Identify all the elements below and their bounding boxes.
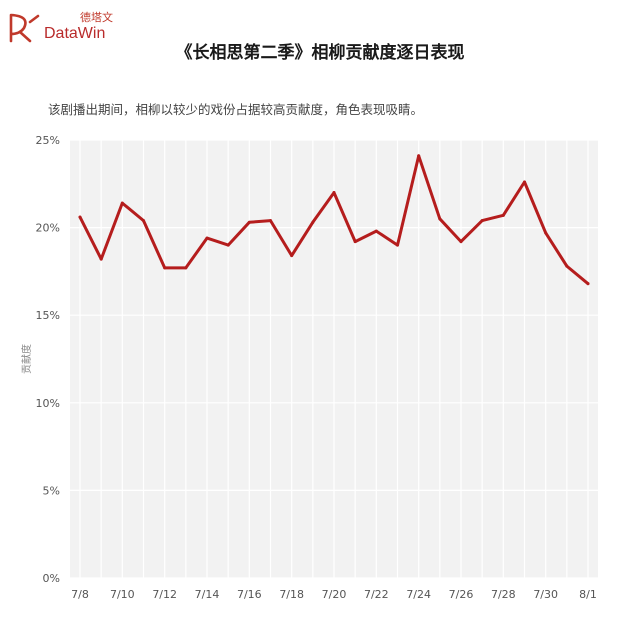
data-point [99,257,103,261]
y-tick-label: 20% [36,222,60,235]
data-point [184,266,188,270]
data-point [226,243,230,247]
grid-lines [70,139,598,579]
data-point [459,240,463,244]
data-point [78,215,82,219]
data-point [120,201,124,205]
logo-cn-text: 德塔文 [80,11,113,24]
y-axis-ticks: 0% 5% 10% 15% 20% 25% [36,134,60,585]
y-tick-label: 5% [43,484,60,497]
x-tick-label: 7/10 [110,588,135,601]
x-axis-ticks: 7/8 7/10 7/12 7/14 7/16 7/18 7/20 7/22 7/24 7/26 7… [71,588,597,601]
data-point [565,264,569,268]
x-tick-label: 7/12 [152,588,177,601]
logo-en-text: DataWin [44,25,106,42]
data-point [269,219,272,223]
data-point [353,240,357,244]
y-axis-title: 贡献度 [20,344,33,374]
x-tick-label: 7/20 [322,588,347,601]
data-point [438,217,442,221]
data-point [142,219,145,223]
x-tick-label: 7/22 [364,588,389,601]
chart-subtitle: 该剧播出期间，相柳以较少的戏份占据较高贡献度，角色表现吸睛。 [48,102,424,117]
y-tick-label: 0% [43,572,60,585]
datawin-logo: 德塔文 DataWin [8,8,120,48]
page-title: 《长相思第二季》相柳贡献度逐日表现 [175,43,465,63]
data-point [205,236,209,240]
data-point [396,243,399,247]
x-tick-label: 7/26 [449,588,474,601]
series-points [78,154,590,286]
data-point [523,180,526,184]
data-point [163,266,167,270]
data-point [417,154,421,158]
x-tick-label: 7/18 [279,588,304,601]
data-point [586,282,590,286]
y-tick-label: 10% [36,397,60,410]
x-tick-label: 7/24 [406,588,431,601]
y-tick-label: 15% [36,309,60,322]
x-tick-label: 7/14 [195,588,220,601]
x-tick-label: 8/1 [579,588,597,601]
data-point [374,229,378,233]
x-tick-label: 7/8 [71,588,89,601]
data-point [501,213,505,217]
data-point [544,231,548,235]
data-point [247,220,251,224]
data-point [332,191,336,195]
x-tick-label: 7/30 [533,588,558,601]
x-tick-label: 7/28 [491,588,516,601]
y-tick-label: 25% [36,134,60,147]
data-point [290,254,294,258]
data-point [311,220,315,224]
x-tick-label: 7/16 [237,588,262,601]
data-point [480,219,484,223]
datawin-logo-mark-icon [9,13,40,43]
